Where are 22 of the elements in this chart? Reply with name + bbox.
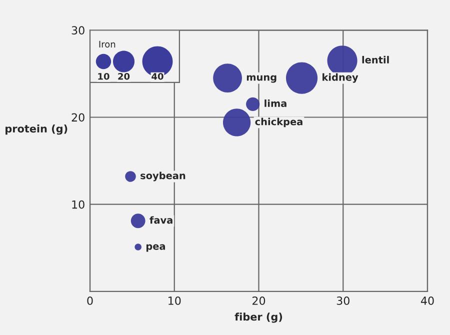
annotation: lima [264, 99, 286, 108]
legend-label: 40 [152, 72, 164, 80]
x-tick-label: 30 [336, 296, 350, 305]
y-tick-label: 20 [72, 113, 84, 122]
x-tick-label: 0 [87, 296, 93, 305]
x-tick-label: 20 [252, 296, 266, 305]
y-tick-label: 10 [72, 200, 84, 209]
annotation: mung [246, 75, 276, 83]
annotation: chickpea [255, 118, 302, 128]
annotation: fava [150, 216, 172, 224]
annotation: lentil [362, 56, 389, 64]
annotation: soybean [140, 172, 186, 182]
y-axis-title: protein (g) [6, 124, 68, 135]
legend-label: 20 [118, 72, 130, 80]
legend-label: 10 [98, 72, 110, 80]
x-axis-title: fiber (g) [234, 312, 282, 323]
x-tick-label: 40 [420, 296, 434, 305]
legend-title: Iron [99, 40, 116, 48]
annotation: pea [146, 244, 166, 252]
x-tick-label: 10 [168, 296, 181, 305]
y-tick-label: 30 [72, 26, 84, 35]
annotation: kidney [322, 73, 358, 83]
